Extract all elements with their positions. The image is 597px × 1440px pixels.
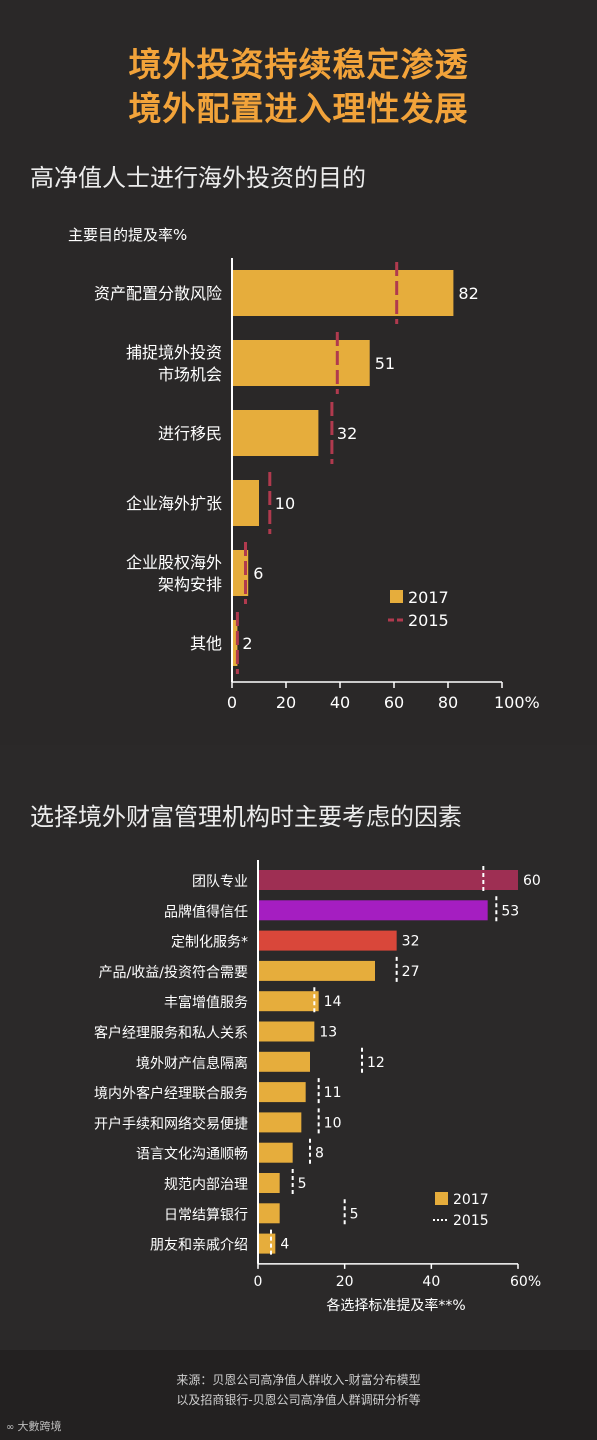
chart2-category-label: 丰富增值服务	[164, 994, 248, 1011]
chart1-category-label: 企业海外扩张	[126, 494, 222, 513]
brand-name: 大數跨境	[17, 1420, 62, 1433]
headline-line-1: 境外投资持续稳定渗透	[128, 45, 469, 84]
chart1-bar-2017	[232, 340, 370, 386]
chart2-data-label: 5	[298, 1176, 307, 1192]
chart1-bar-2017	[232, 270, 454, 316]
chart1-x-tick-label: 80	[438, 693, 458, 712]
chart1-category-label: 其他	[190, 634, 222, 653]
chart2-bar-2017	[258, 1112, 302, 1133]
chart2-category-label: 开户手续和网络交易便捷	[94, 1115, 248, 1132]
chart2-bar-2017	[258, 960, 375, 981]
chart1-data-label: 6	[253, 564, 263, 583]
chart2-x-tick-label: 60%	[510, 1274, 541, 1290]
chart2-data-label: 5	[350, 1206, 359, 1222]
brand-watermark: ∞ 大數跨境	[6, 1418, 62, 1434]
chart1-bar-2017	[232, 410, 319, 456]
chart2-data-label: 53	[501, 903, 519, 919]
headline-line-2: 境外配置进入理性发展	[128, 89, 469, 128]
chart2-svg: 团队专业 60 品牌值得信任 53 定制化服务* 32 产品/收益/投资符合需要 27 丰富增值…	[94, 860, 541, 1314]
chart2-data-label: 14	[324, 994, 342, 1010]
chart2-bar-2017	[258, 930, 397, 951]
footer-panel	[0, 1350, 597, 1440]
chart2-bar-2017	[258, 900, 488, 921]
chart1-data-label: 51	[375, 354, 395, 373]
chart2-data-label: 10	[324, 1115, 342, 1131]
chart2-data-label: 13	[319, 1025, 337, 1041]
chart1-x-tick-label: 0	[227, 693, 237, 712]
chart1-data-label: 2	[242, 634, 252, 653]
chart2-legend-swatch-2017	[435, 1192, 448, 1205]
source-line-2: 以及招商银行-贝恩公司高净值人群调研分析等	[176, 1393, 421, 1407]
chart2-category-label: 朋友和亲戚介绍	[150, 1238, 248, 1254]
chart2-category-label: 规范内部治理	[164, 1176, 248, 1193]
chart2-bar-2017	[258, 870, 518, 890]
chart2-legend-label-2015: 2015	[453, 1213, 489, 1229]
chart2-x-tick-label: 40	[422, 1274, 440, 1290]
chart2-bar-2017	[258, 1203, 280, 1224]
chart1-legend-label-2015: 2015	[408, 611, 449, 630]
chart2-category-label: 客户经理服务和私人关系	[94, 1025, 248, 1042]
chart2-bar-2017	[258, 991, 319, 1012]
chart1-data-label: 82	[458, 284, 478, 303]
chart2-category-label: 定制化服务*	[171, 935, 248, 951]
chart2-bar-2017	[258, 1173, 280, 1193]
chart1-category-label: 架构安排	[158, 575, 222, 594]
chart1-legend-swatch-2017	[390, 590, 403, 603]
chart2-bar-2017	[258, 1142, 293, 1163]
brand-logo-icon: ∞	[6, 1422, 18, 1433]
chart2-legend-label-2017: 2017	[453, 1192, 489, 1208]
chart2-data-label: 11	[324, 1085, 342, 1101]
chart2-x-tick-label: 0	[254, 1274, 263, 1290]
chart2-bar-2017	[258, 1233, 276, 1254]
chart2-title: 选择境外财富管理机构时主要考虑的因素	[30, 803, 462, 831]
chart1-ylabel: 主要目的提及率%	[68, 226, 188, 244]
chart2-category-label: 境内外客户经理联合服务	[94, 1085, 248, 1102]
chart2-category-label: 语言文化沟通顺畅	[136, 1147, 248, 1163]
chart1-category-label: 企业股权海外	[126, 553, 222, 572]
chart2-data-label: 27	[402, 964, 420, 980]
chart1-x-tick-label: 20	[276, 693, 296, 712]
chart2-data-label: 8	[315, 1146, 324, 1162]
chart2-bar-2017	[258, 1021, 315, 1042]
chart1-data-label: 10	[275, 494, 295, 513]
chart2-data-label: 32	[402, 934, 420, 950]
chart1-x-tick-label: 100%	[494, 693, 540, 712]
chart2-x-tick-label: 20	[336, 1274, 354, 1290]
chart2-category-label: 境外财产信息隔离	[136, 1055, 248, 1072]
chart1-bar-2017	[232, 480, 259, 526]
chart1-bar-2017	[232, 620, 238, 666]
chart2-x-axis-label: 各选择标准提及率**%	[326, 1297, 465, 1314]
chart1-legend-label-2017: 2017	[408, 588, 449, 607]
chart2-category-label: 日常结算银行	[164, 1207, 248, 1223]
chart1-title: 高净值人士进行海外投资的目的	[30, 164, 366, 192]
chart2-category-label: 团队专业	[192, 874, 248, 890]
chart1-x-tick-label: 60	[384, 693, 404, 712]
source-line-1: 来源：贝恩公司高净值人群收入-财富分布模型	[176, 1373, 421, 1387]
chart2-bar-2017	[258, 1051, 310, 1072]
chart1-category-label: 捕捉境外投资	[126, 343, 222, 362]
chart2-data-label: 60	[523, 873, 541, 889]
chart2-bar-2017	[258, 1082, 306, 1103]
chart1-x-tick-label: 40	[330, 693, 350, 712]
chart1-category-label: 进行移民	[158, 424, 222, 443]
chart2-category-label: 产品/收益/投资符合需要	[99, 965, 248, 981]
chart2-data-label: 12	[367, 1055, 385, 1071]
chart2-category-label: 品牌值得信任	[164, 903, 248, 920]
chart2-data-label: 4	[280, 1237, 289, 1253]
bottom-panel	[0, 745, 597, 1350]
chart1-category-label: 资产配置分散风险	[94, 284, 222, 303]
chart1-data-label: 32	[337, 424, 357, 443]
chart1-category-label: 市场机会	[158, 365, 222, 384]
